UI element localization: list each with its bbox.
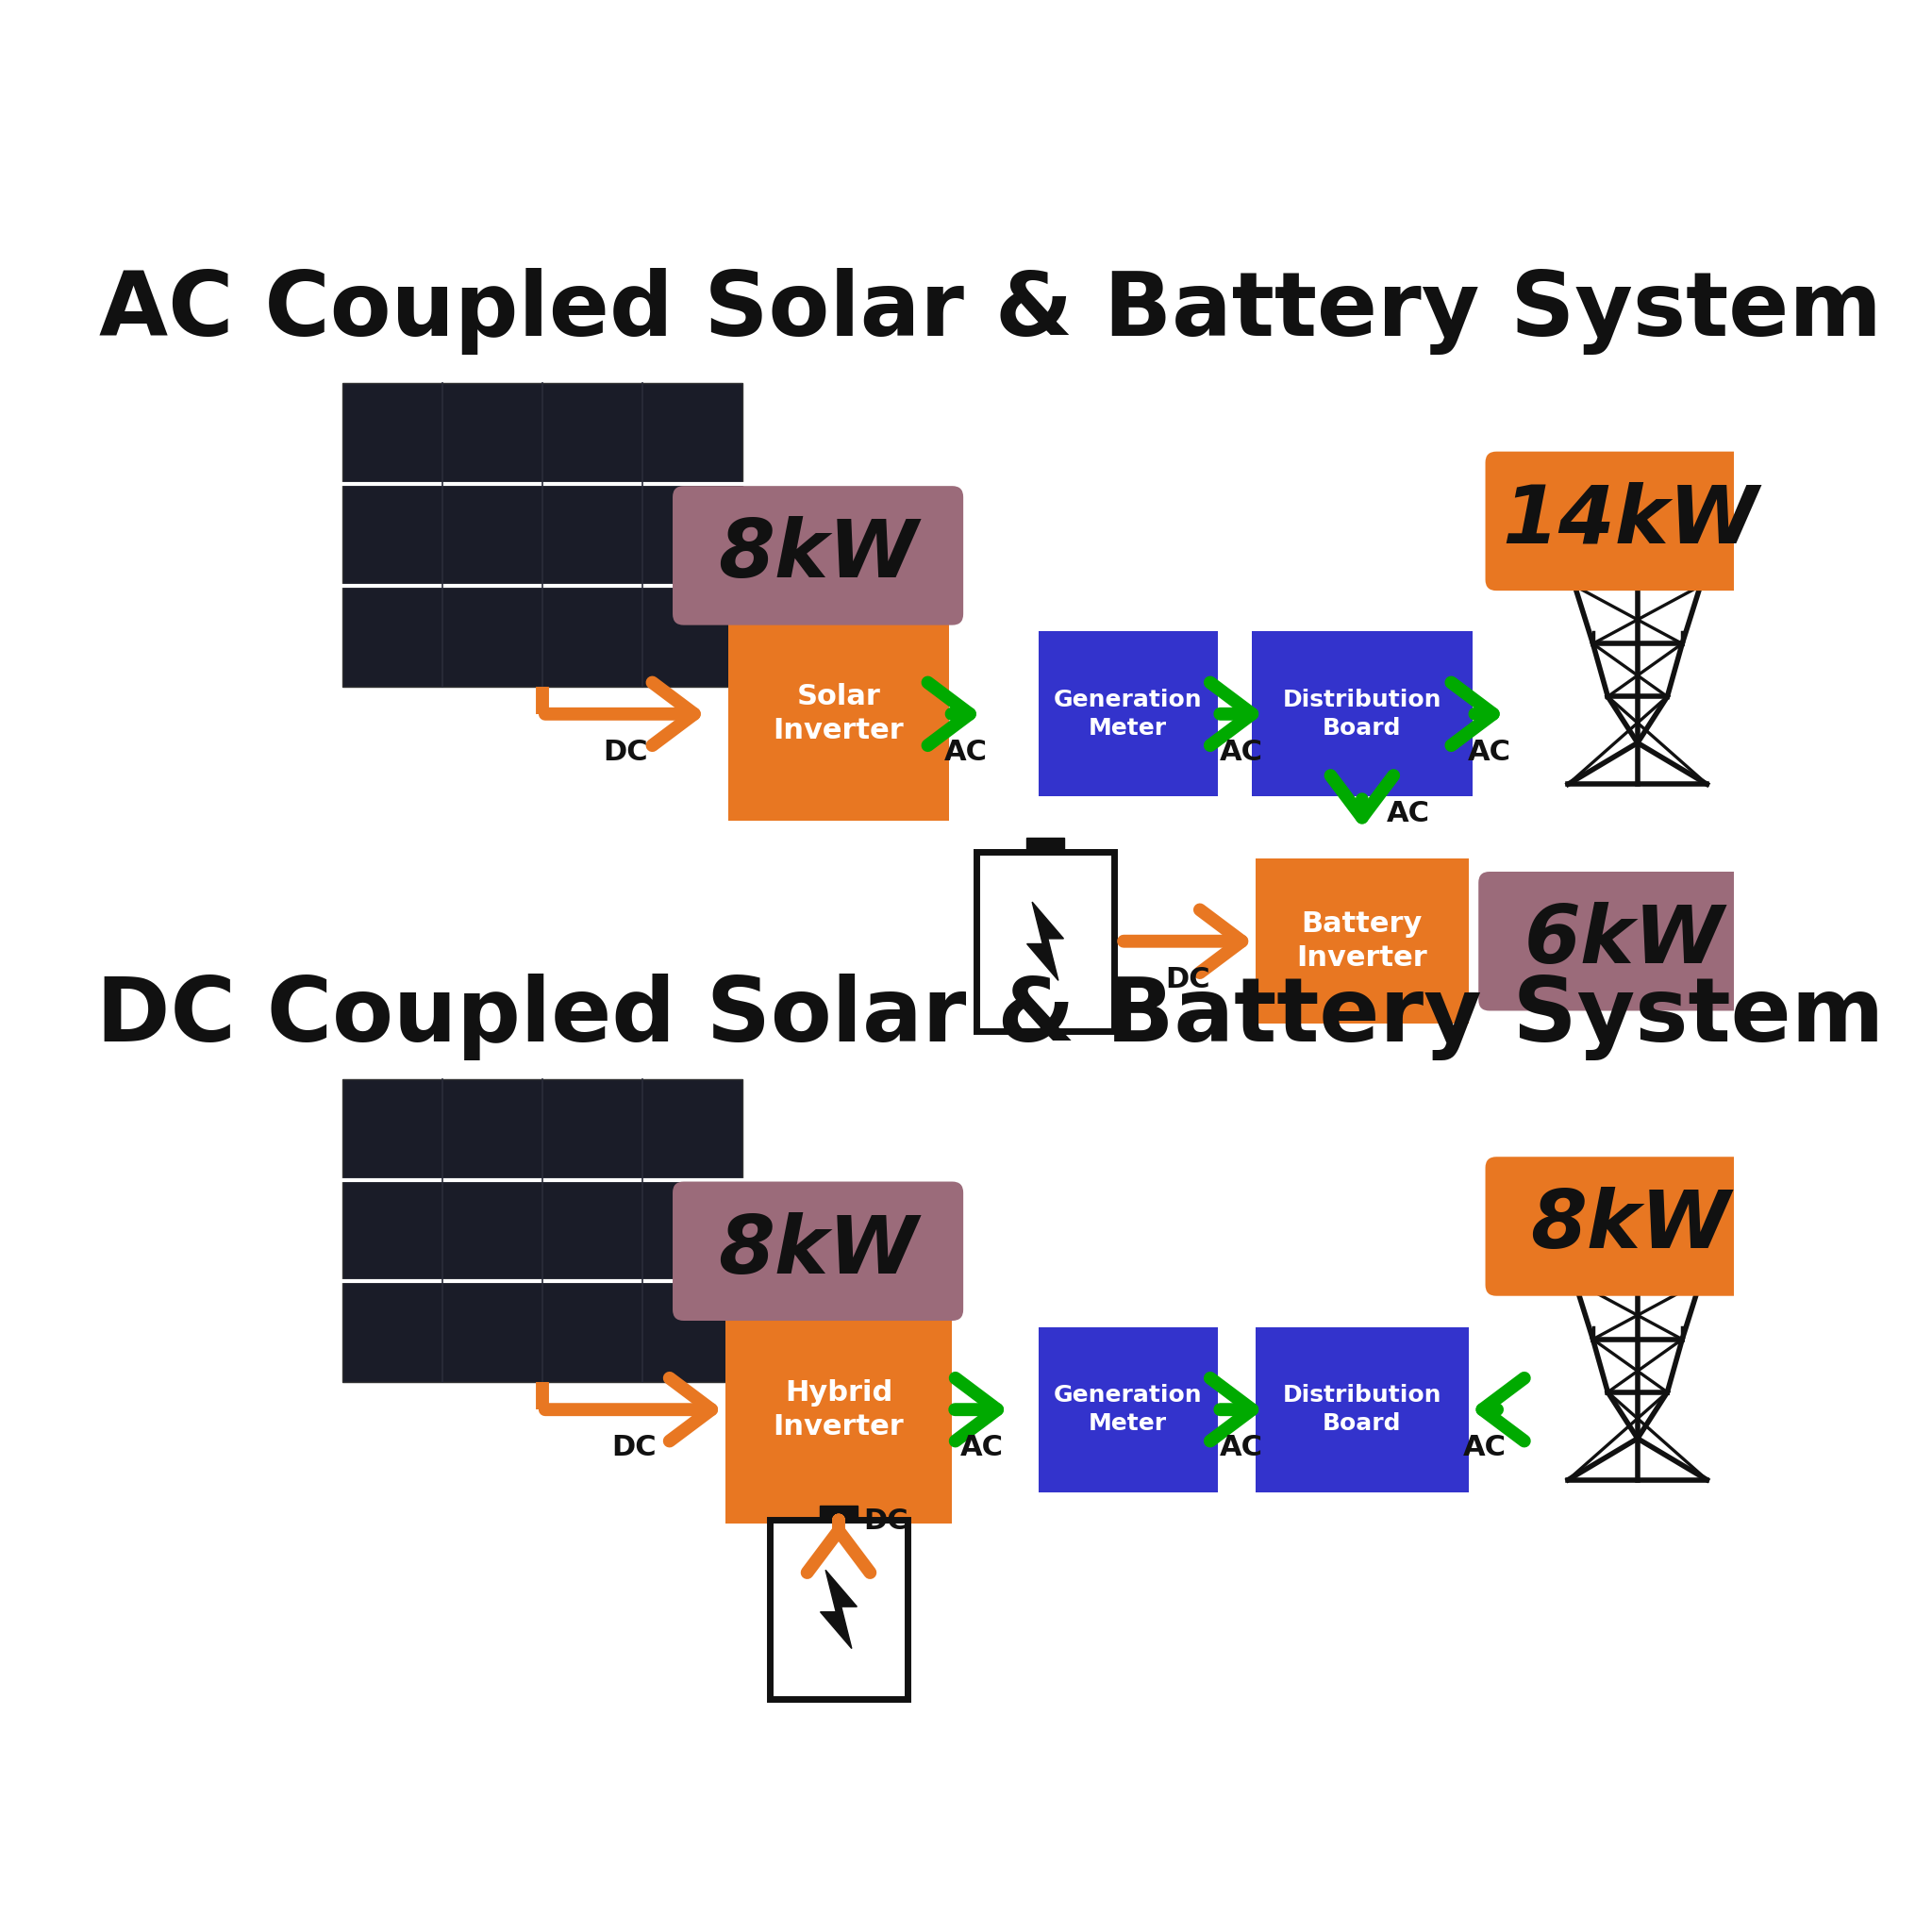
Text: 8kW: 8kW <box>719 1211 918 1291</box>
Text: 6kW: 6kW <box>1524 902 1723 980</box>
Bar <box>342 383 742 686</box>
Text: Battery
Inverter: Battery Inverter <box>1296 910 1428 972</box>
Text: DC Coupled Solar & Battery System: DC Coupled Solar & Battery System <box>97 974 1884 1061</box>
Text: AC Coupled Solar & Battery System: AC Coupled Solar & Battery System <box>99 269 1882 355</box>
Text: AC: AC <box>1387 800 1430 827</box>
Bar <box>1037 1327 1217 1492</box>
FancyBboxPatch shape <box>672 487 964 626</box>
Text: Distribution
Board: Distribution Board <box>1283 1383 1441 1435</box>
Bar <box>769 1520 908 1698</box>
Text: Distribution
Board: Distribution Board <box>1283 688 1441 740</box>
Text: AC: AC <box>1468 738 1511 767</box>
Text: AC: AC <box>1463 1434 1507 1463</box>
Bar <box>1256 858 1468 1024</box>
Text: DC: DC <box>1165 966 1211 993</box>
Text: AC: AC <box>1219 738 1264 767</box>
Text: AC: AC <box>1219 1434 1264 1463</box>
Text: Generation
Meter: Generation Meter <box>1053 688 1202 740</box>
FancyBboxPatch shape <box>1486 452 1776 591</box>
Text: Hybrid
Inverter: Hybrid Inverter <box>773 1379 904 1439</box>
Bar <box>1256 1327 1468 1492</box>
Bar <box>1252 632 1472 796</box>
Bar <box>728 607 949 821</box>
Bar <box>342 1078 742 1381</box>
Text: DC: DC <box>603 738 647 767</box>
Text: 14kW: 14kW <box>1503 481 1758 560</box>
Text: 8kW: 8kW <box>719 516 918 595</box>
Text: AC: AC <box>945 738 987 767</box>
Bar <box>976 852 1115 1032</box>
Polygon shape <box>1028 902 1065 980</box>
Bar <box>819 1505 858 1520</box>
Bar <box>1037 632 1217 796</box>
FancyBboxPatch shape <box>1478 871 1770 1010</box>
Text: DC: DC <box>864 1507 908 1536</box>
Text: Solar
Inverter: Solar Inverter <box>773 684 904 744</box>
Text: Generation
Meter: Generation Meter <box>1053 1383 1202 1435</box>
FancyBboxPatch shape <box>1486 1157 1776 1296</box>
FancyBboxPatch shape <box>672 1182 964 1321</box>
Text: AC: AC <box>960 1434 1003 1463</box>
Polygon shape <box>821 1571 858 1648</box>
Text: 8kW: 8kW <box>1530 1186 1731 1265</box>
Bar <box>724 1296 952 1522</box>
Text: DC: DC <box>611 1434 657 1463</box>
Bar <box>1026 837 1065 852</box>
